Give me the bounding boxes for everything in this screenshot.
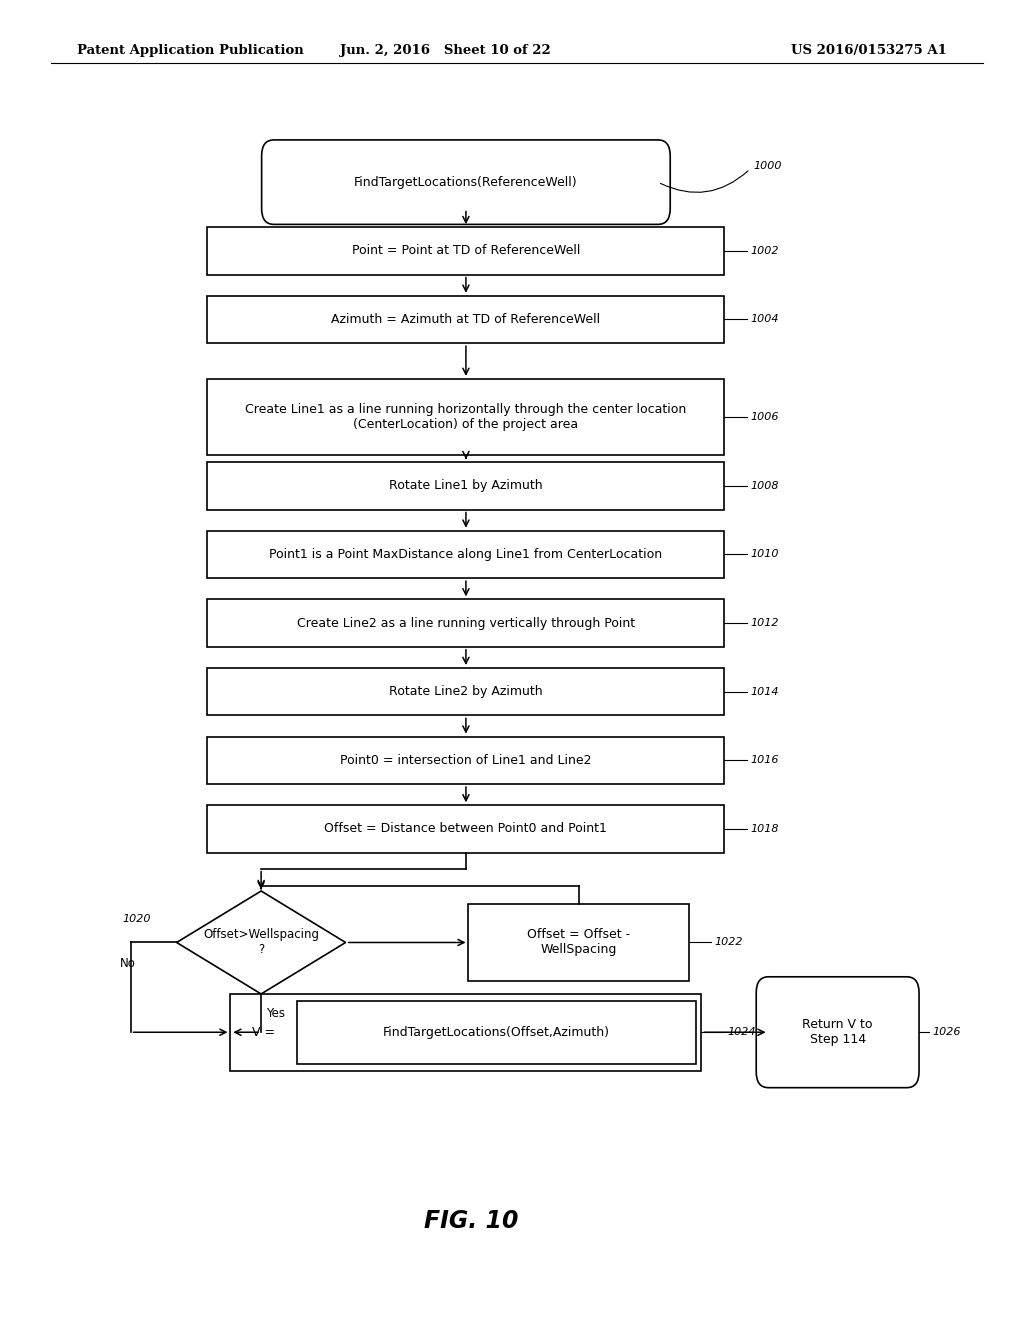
Text: FindTargetLocations(ReferenceWell): FindTargetLocations(ReferenceWell) xyxy=(354,176,578,189)
Text: 1000: 1000 xyxy=(754,161,781,172)
Text: Return V to
Step 114: Return V to Step 114 xyxy=(803,1018,872,1047)
Bar xyxy=(207,462,725,510)
Text: Point1 is a Point MaxDistance along Line1 from CenterLocation: Point1 is a Point MaxDistance along Line… xyxy=(269,548,663,561)
Text: 1002: 1002 xyxy=(750,246,778,256)
Text: 1006: 1006 xyxy=(750,412,778,422)
Bar xyxy=(297,1001,696,1064)
Text: Rotate Line1 by Azimuth: Rotate Line1 by Azimuth xyxy=(389,479,543,492)
Text: Offset = Offset -
WellSpacing: Offset = Offset - WellSpacing xyxy=(527,928,630,957)
Text: US 2016/0153275 A1: US 2016/0153275 A1 xyxy=(792,44,947,57)
Text: Patent Application Publication: Patent Application Publication xyxy=(77,44,303,57)
Text: V =: V = xyxy=(252,1026,274,1039)
Bar xyxy=(207,296,725,343)
Text: Offset = Distance between Point0 and Point1: Offset = Distance between Point0 and Poi… xyxy=(325,822,607,836)
Polygon shape xyxy=(176,891,346,994)
Text: Point = Point at TD of ReferenceWell: Point = Point at TD of ReferenceWell xyxy=(351,244,581,257)
Bar xyxy=(207,379,725,455)
FancyBboxPatch shape xyxy=(756,977,920,1088)
Text: 1022: 1022 xyxy=(715,937,742,948)
Bar xyxy=(207,531,725,578)
Bar xyxy=(230,994,701,1071)
Text: 1012: 1012 xyxy=(750,618,778,628)
Bar xyxy=(207,737,725,784)
Text: FIG. 10: FIG. 10 xyxy=(424,1209,518,1233)
Text: Create Line1 as a line running horizontally through the center location
(CenterL: Create Line1 as a line running horizonta… xyxy=(246,403,686,432)
Text: 1016: 1016 xyxy=(750,755,778,766)
Bar xyxy=(207,599,725,647)
Text: Offset>Wellspacing
?: Offset>Wellspacing ? xyxy=(203,928,319,957)
Bar xyxy=(468,904,688,981)
Text: 1026: 1026 xyxy=(932,1027,961,1038)
Text: Rotate Line2 by Azimuth: Rotate Line2 by Azimuth xyxy=(389,685,543,698)
Text: 1004: 1004 xyxy=(750,314,778,325)
FancyBboxPatch shape xyxy=(262,140,671,224)
Text: Point0 = intersection of Line1 and Line2: Point0 = intersection of Line1 and Line2 xyxy=(340,754,592,767)
Text: Azimuth = Azimuth at TD of ReferenceWell: Azimuth = Azimuth at TD of ReferenceWell xyxy=(332,313,600,326)
Bar xyxy=(207,805,725,853)
Text: 1024: 1024 xyxy=(727,1027,756,1038)
Text: FindTargetLocations(Offset,Azimuth): FindTargetLocations(Offset,Azimuth) xyxy=(383,1026,610,1039)
Bar xyxy=(207,668,725,715)
Text: 1008: 1008 xyxy=(750,480,778,491)
Bar xyxy=(207,227,725,275)
Text: 1018: 1018 xyxy=(750,824,778,834)
Text: Create Line2 as a line running vertically through Point: Create Line2 as a line running verticall… xyxy=(297,616,635,630)
Text: Yes: Yes xyxy=(266,1007,286,1020)
Text: No: No xyxy=(121,957,136,970)
Text: Jun. 2, 2016   Sheet 10 of 22: Jun. 2, 2016 Sheet 10 of 22 xyxy=(340,44,551,57)
Text: 1010: 1010 xyxy=(750,549,778,560)
Text: 1020: 1020 xyxy=(123,913,152,924)
Text: 1014: 1014 xyxy=(750,686,778,697)
